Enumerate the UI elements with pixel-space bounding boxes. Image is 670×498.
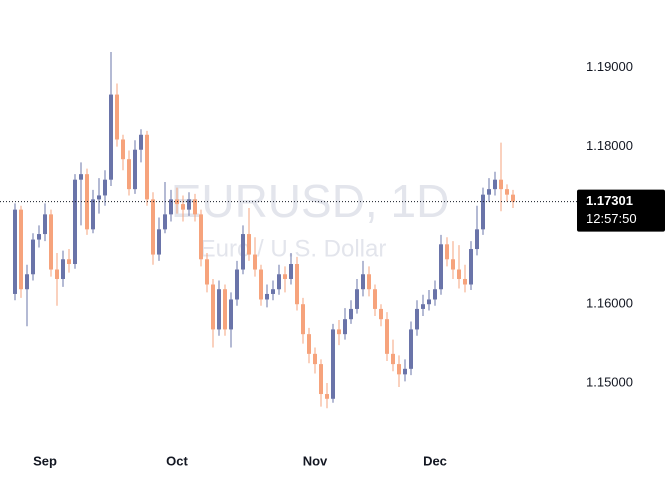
candle-body: [277, 274, 281, 290]
candle-body: [43, 214, 47, 235]
candle-body: [361, 274, 365, 290]
candle-body: [235, 269, 239, 300]
candle-body: [349, 308, 353, 320]
candle-body: [373, 289, 377, 309]
candle-body: [475, 229, 479, 250]
candle-body: [307, 334, 311, 354]
candle-body: [73, 179, 77, 265]
candle-body: [259, 269, 263, 300]
candle-body: [205, 259, 209, 285]
y-tick-label: 1.16000: [586, 296, 633, 311]
candle-body: [163, 214, 167, 230]
candle-body: [13, 209, 17, 294]
candle-body: [511, 194, 515, 202]
candle-body: [157, 229, 161, 255]
candle-body: [451, 259, 455, 270]
candle-body: [217, 289, 221, 330]
candle-body: [301, 304, 305, 335]
candle-body: [91, 199, 95, 230]
candle-body: [187, 199, 191, 210]
candle-body: [445, 244, 449, 260]
candle-body: [493, 179, 497, 190]
candle-body: [415, 308, 419, 330]
candle-body: [109, 94, 113, 180]
candle-body: [253, 254, 257, 270]
last-price-label: 1.17301: [586, 193, 633, 208]
candle-body: [103, 179, 107, 196]
candle-body: [79, 174, 83, 180]
candle-body: [385, 319, 389, 354]
candle-body: [223, 289, 227, 330]
candle-body: [283, 274, 287, 279]
candle-body: [337, 329, 341, 335]
candle-body: [439, 244, 443, 290]
candle-body: [265, 293, 269, 300]
candle-body: [499, 179, 503, 190]
candle-body: [469, 249, 473, 285]
candle-body: [367, 274, 371, 290]
candle-body: [19, 209, 23, 290]
candle-body: [247, 234, 251, 255]
price-label-box: [577, 189, 665, 232]
candle-body: [37, 234, 41, 240]
candle-body: [241, 234, 245, 270]
x-tick-label: Dec: [423, 453, 447, 468]
candle-body: [391, 353, 395, 365]
watermark-description: Euro / U.S. Dollar: [200, 235, 387, 262]
candle-body: [133, 149, 137, 190]
x-tick-label: Sep: [33, 453, 57, 468]
candle-body: [481, 194, 485, 230]
candle-body: [211, 284, 215, 330]
candle-body: [115, 94, 119, 140]
candle-body: [271, 289, 275, 294]
candle-body: [355, 289, 359, 309]
candle-body: [331, 329, 335, 399]
candle-body: [319, 364, 323, 395]
candle-body: [139, 134, 143, 150]
candle-body: [121, 139, 125, 160]
candle-body: [379, 308, 383, 320]
candle-body: [49, 214, 53, 270]
candle-body: [61, 259, 65, 279]
candle-body: [67, 259, 71, 265]
x-tick-label: Oct: [166, 453, 188, 468]
watermark-symbol: EURUSD, 1D: [171, 175, 450, 227]
candle-body: [505, 189, 509, 195]
candle-body: [151, 199, 155, 255]
candle-body: [487, 189, 491, 195]
candle-body: [403, 368, 407, 375]
candle-body: [181, 204, 185, 210]
candle-body: [25, 274, 29, 290]
candle-body: [409, 329, 413, 369]
candle-body: [97, 195, 101, 200]
x-tick-label: Nov: [303, 453, 328, 468]
candle-body: [127, 159, 131, 190]
candle-body: [229, 299, 233, 330]
candle-body: [325, 394, 329, 399]
candle-body: [295, 264, 299, 305]
candle-body: [55, 269, 59, 279]
candle-body: [421, 304, 425, 309]
candle-body: [463, 278, 467, 285]
candle-body: [457, 269, 461, 279]
candle-body: [313, 353, 317, 365]
candle-body: [289, 264, 293, 279]
candle-body: [433, 289, 437, 300]
candle-body: [199, 214, 203, 260]
y-tick-label: 1.15000: [586, 374, 633, 389]
candle-body: [31, 239, 35, 275]
candle-body: [145, 134, 149, 200]
y-tick-label: 1.18000: [586, 138, 633, 153]
candle-body: [427, 299, 431, 305]
candle-body: [343, 319, 347, 335]
candle-body: [169, 199, 173, 215]
y-tick-label: 1.19000: [586, 59, 633, 74]
countdown-label: 12:57:50: [586, 211, 637, 226]
candle-body: [193, 199, 197, 215]
candle-body: [397, 364, 401, 375]
